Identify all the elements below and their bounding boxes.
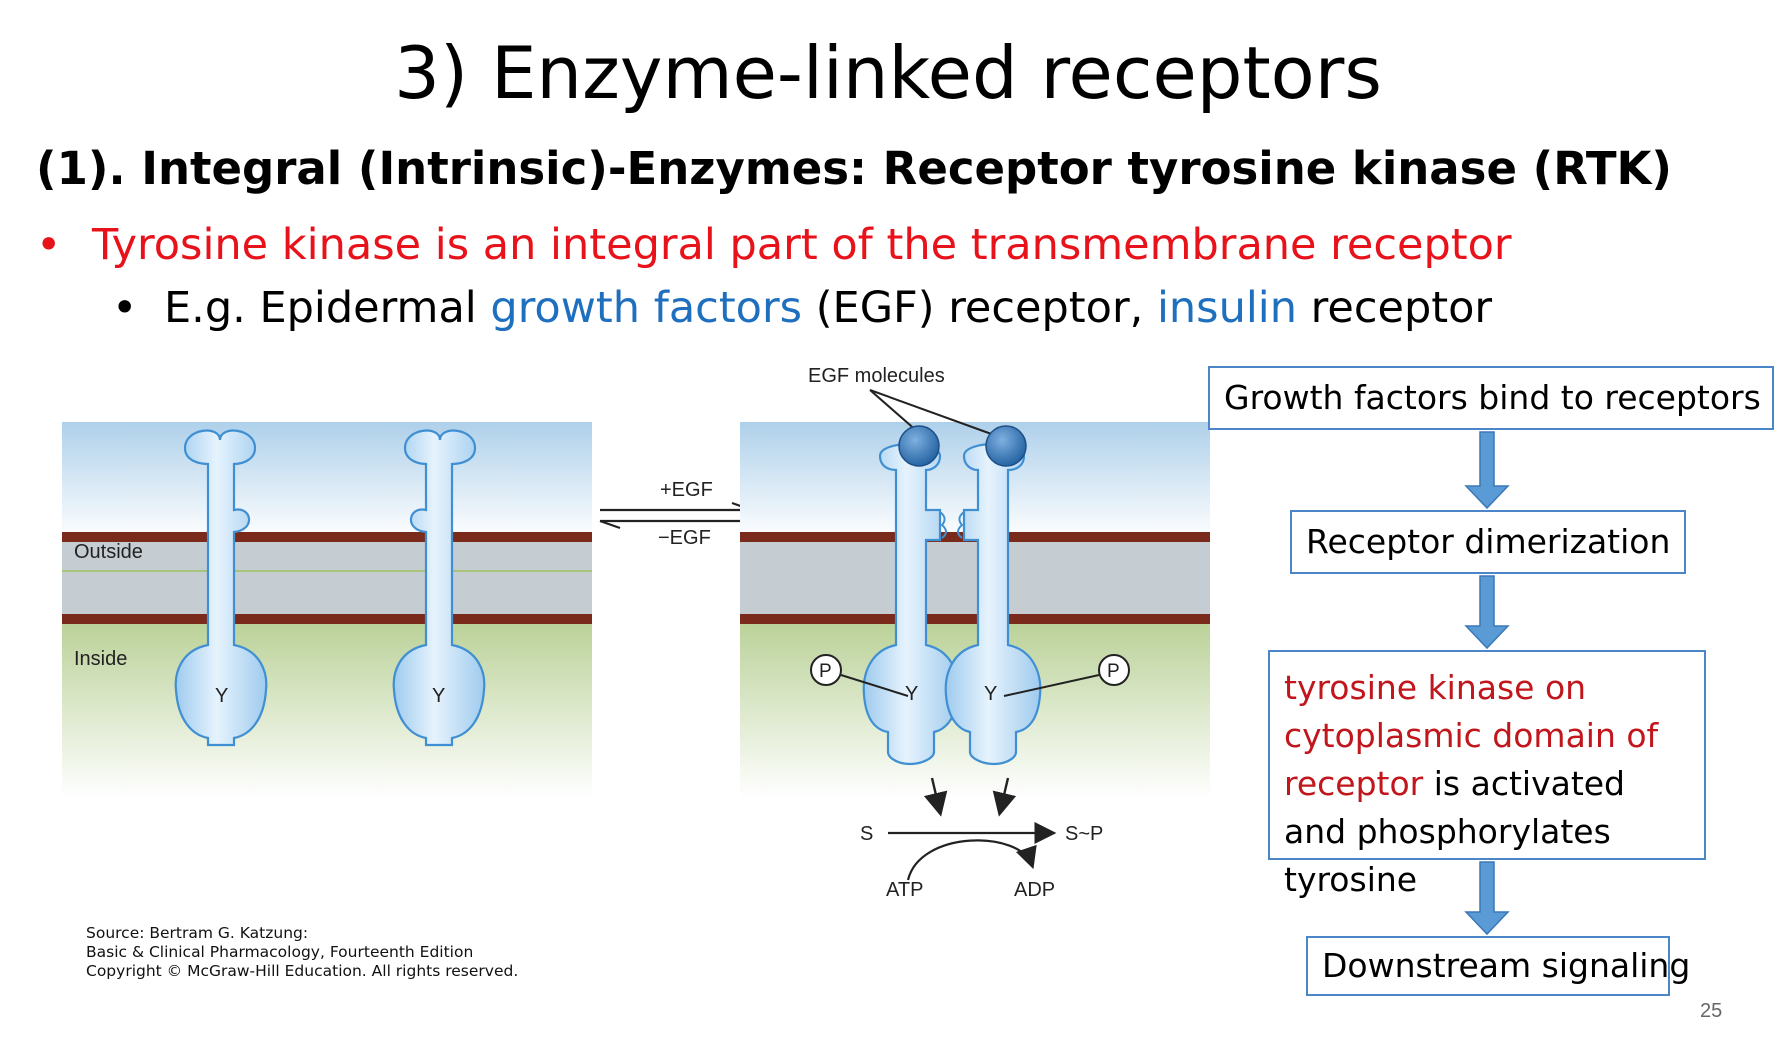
tyrosine-label: Y [984,683,997,705]
extracellular-region [62,422,592,540]
flow-step-downstream: Downstream signaling [1306,936,1690,996]
example-text: (EGF) receptor, [802,283,1157,333]
bullet-marker: • [36,220,62,270]
substrate-label: S [860,823,873,845]
activation-black-text: is activated and phosphorylates tyrosine [1284,764,1626,899]
phosphate-label: P [819,661,832,682]
bullet-text: Tyrosine kinase is an integral part of t… [92,220,1512,270]
outside-label: Outside [74,541,143,563]
phosphate-right: P [1003,654,1130,697]
inside-label: Inside [74,648,127,670]
flow-step-binding: Growth factors bind to receptors [1208,366,1774,430]
example-text: E.g. Epidermal [164,283,491,333]
membrane-core [62,540,592,570]
tyrosine-label: Y [215,685,228,707]
plus-egf-label: +EGF [660,479,713,501]
source-line: Source: Bertram G. Katzung: [86,924,309,942]
membrane-inner-leaflet [740,614,1210,624]
example-text: receptor [1296,283,1493,333]
minus-egf-label: −EGF [658,527,711,549]
down-arrow-icon [1464,431,1510,510]
down-arrow-icon [1464,861,1510,936]
bullet-level2: • E.g. Epidermal growth factors (EGF) rec… [112,283,1492,333]
bullet-level1: • Tyrosine kinase is an integral part of … [36,220,1512,270]
egf-equilibrium-arrows: +EGF −EGF [599,479,753,549]
membrane-outer-leaflet [62,532,592,542]
bullet-marker: • [112,283,138,333]
adp-label: ADP [1014,879,1055,901]
atp-label: ATP [886,879,923,901]
product-label: S~P [1065,823,1103,845]
egf-molecule [898,425,940,467]
flow-step-dimerization: Receptor dimerization [1290,510,1686,574]
phosphate-left: P [810,654,909,697]
flow-step-activation: tyrosine kinase on cytoplasmic domain of… [1268,650,1706,899]
membrane-core [740,540,1210,620]
activation-red-text: tyrosine kinase on cytoplasmic domain of… [1284,668,1659,803]
tyrosine-label: Y [432,685,445,707]
insulin-term: insulin [1156,283,1297,333]
section-subtitle: (1). Integral (Intrinsic)-Enzymes: Recep… [36,142,1672,195]
figure-source-credit: Source: Bertram G. Katzung: Basic & Clin… [86,924,518,981]
egf-molecule [985,425,1027,467]
receptor-monomer: Y [392,429,486,747]
phosphate-label: P [1107,661,1120,682]
egf-molecules-label: EGF molecules [808,365,945,387]
source-line: Basic & Clinical Pharmacology, Fourteent… [86,943,474,961]
receptor-dimer-left: Y [862,442,960,766]
rtk-figure: Outside Inside Y Y +EGF −EGF EGF molecul… [62,365,1210,901]
unbound-panel: Outside Inside Y Y [62,422,592,798]
slide-title: 3) Enzyme-linked receptors [394,31,1382,115]
down-arrow-icon [1464,575,1510,650]
receptor-dimer-right: Y [944,442,1042,766]
receptor-monomer: Y [174,429,268,747]
bound-panel: EGF molecules Y Y P P S [740,365,1210,901]
growth-factors-term: growth factors [490,283,803,333]
source-line: Copyright © McGraw-Hill Education. All r… [86,962,519,980]
tyrosine-label: Y [905,683,918,705]
page-number: 25 [1700,1000,1723,1022]
membrane-inner-leaflet [62,614,592,624]
